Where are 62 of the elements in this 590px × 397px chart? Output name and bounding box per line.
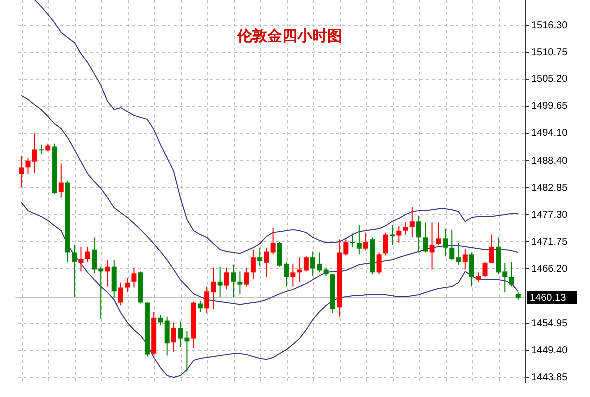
candlestick bbox=[258, 247, 263, 266]
y-tick-label: 1510.75 bbox=[532, 47, 568, 58]
y-tick-label: 1466.20 bbox=[532, 264, 568, 275]
y-tick-label: 1505.20 bbox=[532, 74, 568, 86]
candlestick bbox=[32, 133, 38, 174]
candlestick bbox=[290, 263, 296, 288]
candlestick bbox=[231, 264, 236, 298]
text: 伦敦金四小时图 bbox=[236, 27, 342, 45]
candlestick bbox=[423, 222, 428, 254]
y-tick-label: 1471.75 bbox=[532, 236, 568, 248]
candlestick bbox=[72, 244, 78, 298]
candlestick bbox=[489, 234, 494, 264]
candlestick bbox=[462, 248, 468, 270]
line-series bbox=[34, 0, 519, 254]
candlestick bbox=[58, 163, 64, 198]
candlestick bbox=[376, 252, 382, 276]
y-tick-label: 1494.10 bbox=[532, 128, 568, 140]
y-tick-label: 1482.85 bbox=[532, 182, 568, 194]
candlestick bbox=[430, 222, 435, 270]
candlestick bbox=[482, 261, 488, 278]
candlestick bbox=[198, 300, 203, 313]
candlestick bbox=[164, 316, 170, 356]
candlestick bbox=[264, 247, 270, 278]
y-tick-label: 1499.65 bbox=[532, 101, 568, 112]
candlestick bbox=[383, 232, 388, 256]
candlestick bbox=[158, 314, 164, 326]
candlestick bbox=[38, 144, 44, 156]
candlestick bbox=[218, 266, 223, 298]
y-tick-label: 1488.40 bbox=[532, 156, 568, 167]
candlestick bbox=[19, 156, 24, 188]
candlestick bbox=[270, 227, 276, 256]
candlestick bbox=[456, 242, 462, 266]
candlestick bbox=[509, 261, 514, 288]
candlestick bbox=[26, 157, 31, 175]
y-tick-label: 1477.30 bbox=[532, 210, 568, 221]
candlestick bbox=[125, 278, 130, 294]
candlestick bbox=[410, 206, 415, 238]
candlestick bbox=[470, 252, 475, 288]
candlestick bbox=[171, 322, 176, 352]
candlestick bbox=[118, 282, 124, 306]
candlestick bbox=[105, 260, 110, 288]
y-tick-label: 1443.85 bbox=[532, 372, 568, 384]
y-tick-label: 1449.40 bbox=[532, 345, 568, 356]
candlestick bbox=[396, 226, 402, 244]
candlestick bbox=[436, 222, 442, 246]
y-tick-label: 1454.95 bbox=[532, 318, 568, 330]
candlestick bbox=[238, 271, 243, 295]
y-tick-label: 1516.30 bbox=[532, 20, 568, 32]
candlestick bbox=[476, 272, 482, 282]
candlestick bbox=[403, 222, 408, 236]
candlestick bbox=[132, 267, 137, 288]
ref-line-label: 1460.13 bbox=[530, 292, 567, 304]
candlestick bbox=[78, 246, 84, 272]
candlestick bbox=[85, 246, 90, 262]
candlestick bbox=[244, 267, 250, 288]
candlestick bbox=[443, 228, 448, 258]
line-series bbox=[21, 202, 519, 378]
candlestick bbox=[250, 249, 256, 280]
candlestick bbox=[450, 229, 455, 261]
candlestick bbox=[364, 232, 369, 252]
candlestick bbox=[224, 267, 230, 290]
candlestick bbox=[416, 215, 422, 254]
